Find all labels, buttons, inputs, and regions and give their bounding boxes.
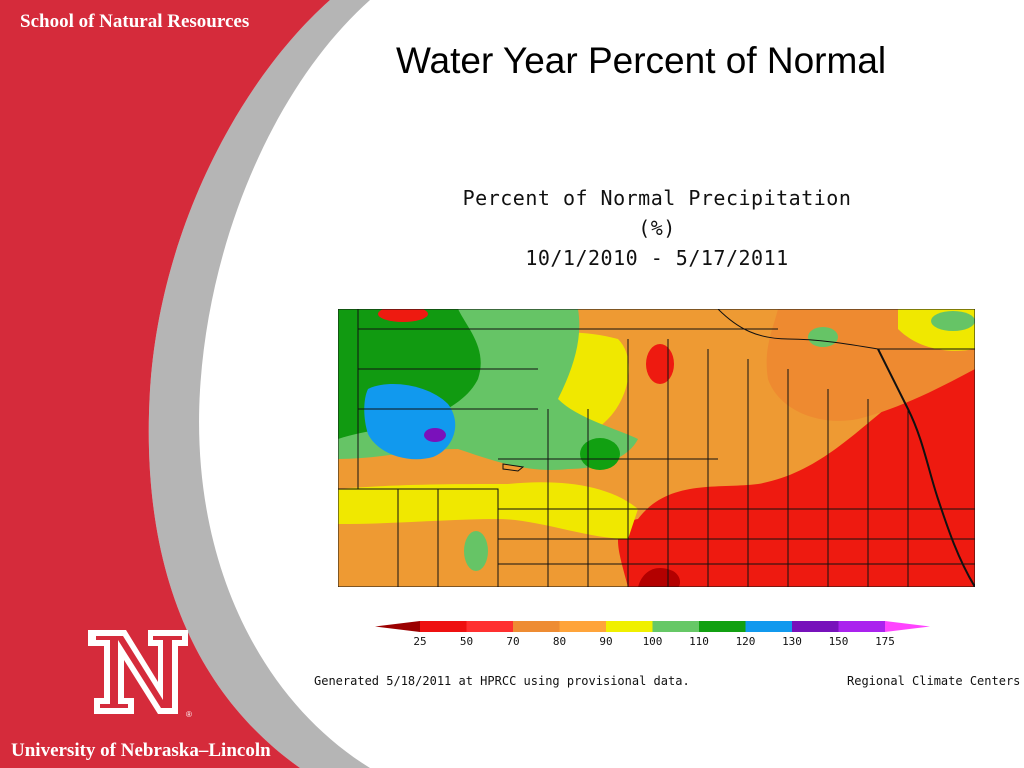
legend-swatch (699, 621, 746, 632)
region-red-spot-north (646, 344, 674, 384)
generated-note: Generated 5/18/2011 at HPRCC using provi… (314, 674, 690, 688)
legend-swatch (745, 621, 792, 632)
legend-label: 25 (413, 635, 426, 648)
registered-mark: ® (186, 710, 192, 719)
legend-swatch (466, 621, 513, 632)
region-yellow-band (338, 482, 638, 539)
legend-label: 70 (506, 635, 519, 648)
region-green-northeast-2 (931, 311, 975, 331)
credit-text: Regional Climate Centers (847, 674, 1021, 688)
region-purple (424, 428, 446, 442)
legend-swatch (606, 621, 653, 632)
legend-label: 110 (689, 635, 709, 648)
legend-label: 150 (829, 635, 849, 648)
legend-swatch (652, 621, 699, 632)
legend-label: 100 (643, 635, 663, 648)
map-title-line1: Percent of Normal Precipitation (%) (462, 186, 852, 240)
legend-arrow-low (375, 621, 420, 632)
legend-swatch (792, 621, 839, 632)
legend-label: 80 (553, 635, 566, 648)
slide-title: Water Year Percent of Normal (396, 40, 887, 81)
legend-label: 130 (782, 635, 802, 648)
map-title: Percent of Normal Precipitation (%) 10/1… (440, 183, 874, 273)
region-green-northeast (808, 327, 838, 347)
nebraska-precip-map (338, 309, 975, 587)
region-green-spot (580, 438, 620, 470)
legend-swatch (838, 621, 885, 632)
logo-inner (96, 636, 182, 708)
university-name: University of Nebraska–Lincoln (11, 740, 271, 761)
legend-arrow-high (885, 621, 930, 632)
region-green-southwest (464, 531, 488, 571)
university-n-logo: ® (88, 630, 192, 719)
legend-label: 90 (599, 635, 612, 648)
legend-label: 120 (736, 635, 756, 648)
county-lines (338, 309, 975, 587)
legend-swatch (420, 621, 467, 632)
legend-swatch (559, 621, 606, 632)
region-darkred-spot (638, 567, 681, 587)
legend-labels: 25 50 70 80 90 100 110 120 130 150 175 (413, 635, 895, 648)
legend-swatch (513, 621, 560, 632)
logo-outline (88, 630, 188, 714)
map-title-line2: 10/1/2010 - 5/17/2011 (525, 246, 789, 270)
precip-legend: 25 50 70 80 90 100 110 120 130 150 175 (375, 621, 930, 648)
sidebar-red-panel (0, 0, 330, 768)
school-name: School of Natural Resources (20, 11, 250, 32)
sidebar-swoosh (148, 0, 370, 768)
region-red-spot-nw (378, 309, 428, 322)
legend-label: 175 (875, 635, 895, 648)
legend-label: 50 (460, 635, 473, 648)
legend-bar (375, 621, 930, 632)
